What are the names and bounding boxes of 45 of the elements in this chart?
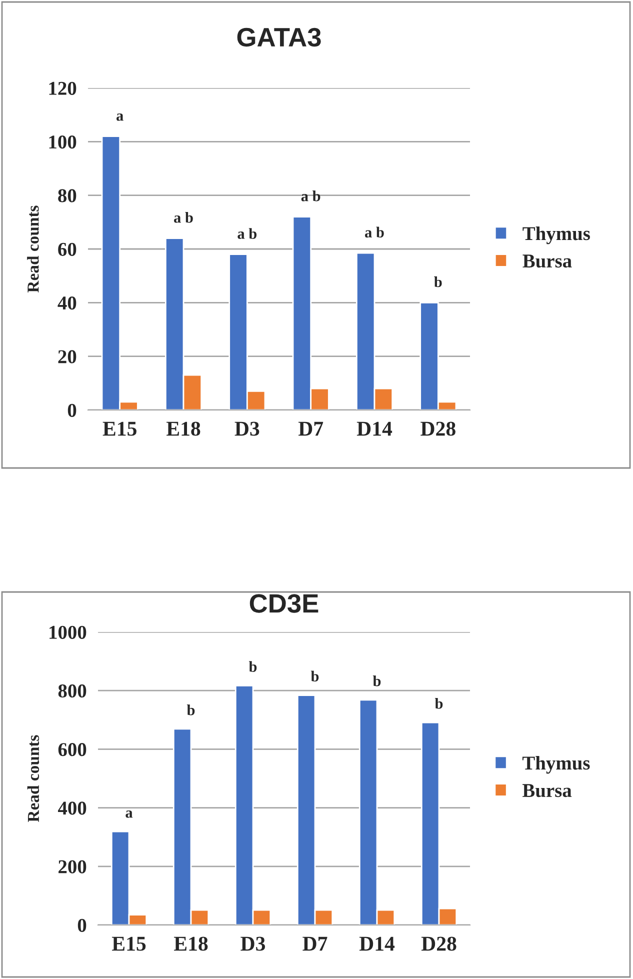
x-tick-label: E18 [166, 422, 200, 436]
annotation: b [248, 661, 257, 672]
x-tick-label: D14 [356, 422, 392, 436]
y-tick-label: 800 [58, 684, 86, 698]
y-tick-label: 200 [58, 860, 86, 874]
y-tick-label: 1000 [50, 626, 86, 639]
y-tick-label: 60 [58, 242, 76, 256]
annotation: a b [365, 226, 384, 238]
annotation: a b [301, 190, 320, 202]
legend-label: Bursa [522, 254, 572, 268]
x-tick-label: E15 [102, 422, 136, 436]
y-axis-title: Read counts [27, 206, 39, 292]
annotation: b [434, 276, 442, 288]
x-tick-label: D3 [240, 936, 266, 951]
annotation: a [126, 810, 133, 818]
x-tick-label: D28 [420, 422, 456, 436]
y-tick-label: 0 [78, 918, 86, 932]
annotation: b [186, 704, 195, 716]
x-tick-label: E18 [174, 936, 208, 951]
y-tick-label: 40 [58, 296, 76, 310]
y-tick-label: 0 [68, 404, 76, 417]
annotation: a b [174, 212, 193, 223]
y-tick-label: 400 [58, 802, 86, 815]
chart-title: GATA3 [237, 28, 321, 47]
y-tick-label: 120 [49, 82, 76, 95]
y-tick-label: 80 [58, 189, 76, 202]
x-tick-label: D14 [359, 936, 395, 951]
x-tick-label: D28 [421, 936, 456, 951]
annotation: b [372, 675, 381, 686]
y-tick-label: 100 [49, 135, 76, 149]
legend-label: Thymus [522, 756, 590, 774]
x-tick-label: E15 [112, 936, 146, 951]
annotation: a b [238, 228, 257, 239]
annotation: b [434, 698, 443, 709]
annotation: a [116, 113, 124, 121]
y-tick-label: 20 [58, 350, 76, 364]
legend-label: Thymus [522, 226, 590, 244]
y-tick-label: 600 [58, 743, 86, 756]
x-tick-label: D7 [302, 936, 328, 951]
annotation: b [310, 670, 319, 682]
x-tick-label: D7 [298, 422, 324, 436]
y-axis-title: Read counts [27, 735, 40, 822]
legend-label: Bursa [522, 784, 572, 798]
x-tick-label: D3 [234, 422, 260, 436]
chart-title: CD3E [250, 594, 318, 613]
